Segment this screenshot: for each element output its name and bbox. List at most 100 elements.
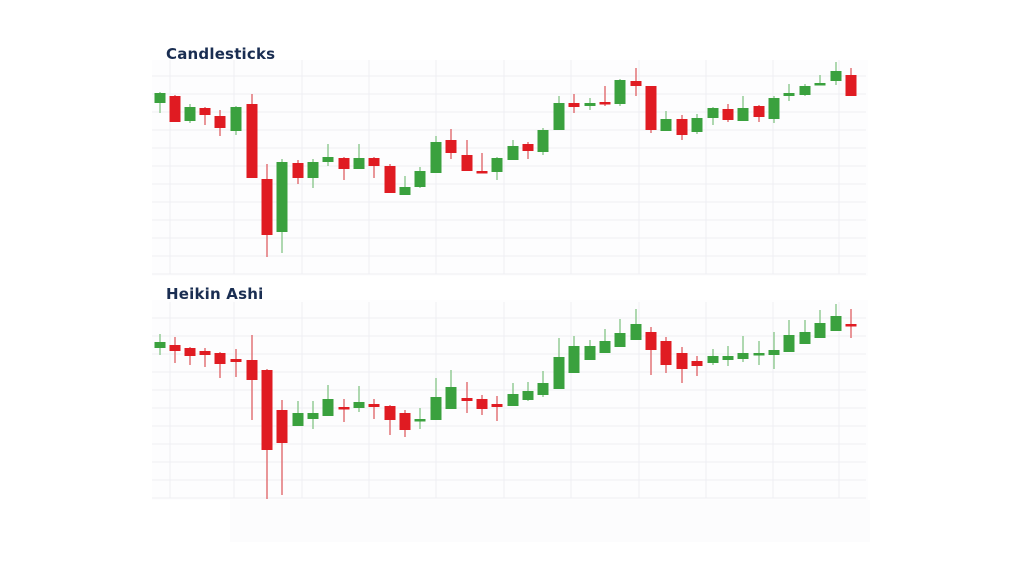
candle-body (553, 357, 565, 389)
candle-body (246, 104, 258, 178)
heikin-ashi-title: Heikin Ashi (166, 285, 264, 303)
candle-down (199, 348, 211, 367)
candle-body (414, 171, 426, 187)
candle-down (568, 94, 580, 113)
candlesticks-panel (152, 60, 868, 276)
candlesticks-series (154, 62, 857, 257)
candle-down (476, 153, 488, 174)
candle-body (737, 108, 749, 121)
candle-up (722, 346, 734, 366)
candle-body (199, 108, 211, 115)
candle-up (707, 349, 719, 365)
candle-up (737, 96, 749, 121)
candle-body (292, 163, 304, 178)
candle-down (338, 399, 350, 422)
candle-down (645, 86, 657, 133)
candle-body (522, 391, 534, 400)
candle-body (276, 162, 288, 232)
candle-up (414, 408, 426, 429)
candle-body (599, 102, 611, 105)
candle-up (307, 159, 319, 188)
candle-body (707, 356, 719, 363)
candle-up (184, 104, 196, 123)
candle-up (537, 128, 549, 155)
candle-down (691, 356, 703, 376)
candle-up (830, 304, 842, 331)
candle-down (599, 86, 611, 106)
candle-body (814, 323, 826, 338)
candle-down (630, 68, 642, 96)
candle-down (491, 396, 503, 421)
candle-body (353, 402, 365, 408)
candle-up (537, 371, 549, 397)
candle-body (154, 342, 166, 348)
candle-down (214, 352, 226, 378)
candle-up (399, 176, 411, 195)
candle-down (261, 369, 273, 499)
candle-body (246, 360, 258, 380)
candle-body (154, 93, 166, 103)
candle-body (476, 399, 488, 409)
candle-body (522, 144, 534, 151)
candle-up (430, 378, 442, 420)
candle-up (814, 310, 826, 338)
candle-body (384, 166, 396, 193)
candle-down (645, 327, 657, 375)
candle-body (491, 404, 503, 407)
candle-body (507, 146, 519, 160)
candle-body (614, 80, 626, 104)
candle-up (414, 167, 426, 188)
candle-body (399, 187, 411, 195)
candle-up (737, 336, 749, 362)
candle-body (691, 118, 703, 132)
candle-up (768, 332, 780, 369)
candle-up (553, 96, 565, 130)
candle-body (338, 407, 350, 410)
candle-down (368, 157, 380, 178)
candle-down (368, 399, 380, 419)
candle-body (322, 399, 334, 416)
candle-down (461, 140, 473, 171)
candle-down (246, 335, 258, 420)
candle-body (230, 107, 242, 131)
candle-body (184, 107, 196, 121)
candle-up (584, 98, 596, 110)
candle-body (630, 81, 642, 86)
candle-body (768, 350, 780, 355)
candle-body (645, 86, 657, 130)
candle-body (338, 158, 350, 169)
candle-body (814, 83, 826, 86)
candle-body (722, 109, 734, 120)
candle-up (307, 401, 319, 429)
candle-body (645, 332, 657, 350)
candle-up (292, 401, 304, 426)
candle-body (845, 324, 857, 327)
candle-body (660, 119, 672, 131)
candle-down (292, 160, 304, 184)
candle-body (753, 106, 765, 117)
candle-body (261, 179, 273, 235)
candle-down (214, 110, 226, 136)
candle-body (169, 345, 181, 351)
candle-body (783, 335, 795, 352)
candle-up (599, 329, 611, 353)
candle-down (660, 337, 672, 373)
candle-up (154, 92, 166, 113)
candle-body (230, 359, 242, 362)
candle-down (476, 395, 488, 415)
candle-body (430, 142, 442, 173)
candle-up (830, 62, 842, 85)
candle-body (368, 404, 380, 407)
candle-body (214, 116, 226, 128)
candle-body (691, 361, 703, 366)
candle-down (246, 94, 258, 178)
candle-body (445, 140, 457, 153)
candle-body (445, 387, 457, 409)
candle-down (338, 157, 350, 180)
candle-down (384, 405, 396, 435)
candle-up (154, 334, 166, 355)
candle-body (414, 419, 426, 422)
candle-body (568, 103, 580, 107)
candle-up (491, 157, 503, 180)
